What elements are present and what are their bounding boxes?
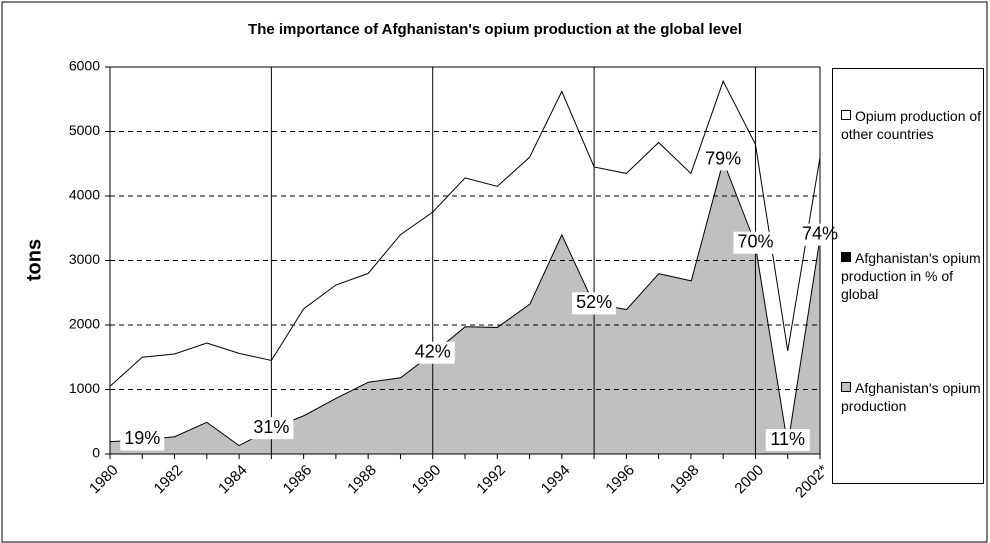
x-tick-label: 1996	[602, 462, 638, 498]
x-tick-label: 1982	[151, 462, 187, 498]
x-tick-label: 1994	[538, 462, 574, 498]
data-label: 70%	[737, 231, 773, 251]
label-bg	[765, 429, 810, 451]
y-tick-label: 4000	[69, 187, 100, 203]
y-tick-label: 0	[92, 445, 100, 461]
area-edge	[109, 79, 821, 387]
legend: Opium production of other countries Afgha…	[832, 68, 984, 484]
label-bg	[701, 148, 746, 171]
chart-title: The importance of Afghanistan's opium pr…	[248, 21, 742, 38]
label-bg	[249, 417, 294, 440]
legend-entry: Afghanistan's opium production	[841, 379, 983, 415]
x-tick-label: 2002*	[792, 462, 832, 502]
y-tick-label: 3000	[69, 251, 100, 267]
legend-swatch	[841, 382, 851, 392]
x-tick-label: 1986	[280, 462, 316, 498]
data-label: 79%	[705, 148, 741, 168]
x-tick-label: 2000	[731, 462, 767, 498]
x-tick-label: 1992	[473, 462, 509, 498]
legend-label: Afghanistan's opium production in % of g…	[841, 250, 981, 302]
area	[110, 159, 820, 454]
x-tick-label: 1990	[409, 462, 445, 498]
data-label: 52%	[576, 292, 612, 312]
x-tick-label: 1980	[86, 462, 122, 498]
y-tick-label: 5000	[69, 122, 100, 138]
legend-swatch	[841, 110, 851, 120]
y-tick-label: 6000	[69, 58, 100, 74]
label-bg	[572, 292, 617, 315]
label-bg	[798, 223, 842, 246]
legend-label: Afghanistan's opium production	[841, 380, 981, 414]
y-axis-label: tons	[23, 239, 45, 281]
legend-swatch	[841, 252, 851, 262]
x-tick-label: 1998	[667, 462, 703, 498]
label-bg	[410, 341, 455, 364]
legend-entry: Opium production of other countries	[841, 107, 983, 143]
legend-entry: Afghanistan's opium production in % of g…	[841, 249, 983, 303]
legend-label: Opium production of other countries	[841, 108, 982, 142]
label-bg	[120, 428, 165, 451]
area	[110, 81, 820, 445]
label-bg	[733, 231, 778, 254]
x-tick-label: 1984	[215, 462, 251, 498]
data-label: 31%	[253, 417, 289, 437]
data-label: 19%	[124, 428, 160, 448]
data-label: 11%	[770, 429, 805, 449]
x-tick-label: 1988	[344, 462, 380, 498]
data-label: 74%	[802, 223, 838, 243]
y-tick-label: 1000	[69, 380, 100, 396]
data-label: 42%	[415, 341, 451, 361]
y-tick-label: 2000	[69, 316, 100, 332]
